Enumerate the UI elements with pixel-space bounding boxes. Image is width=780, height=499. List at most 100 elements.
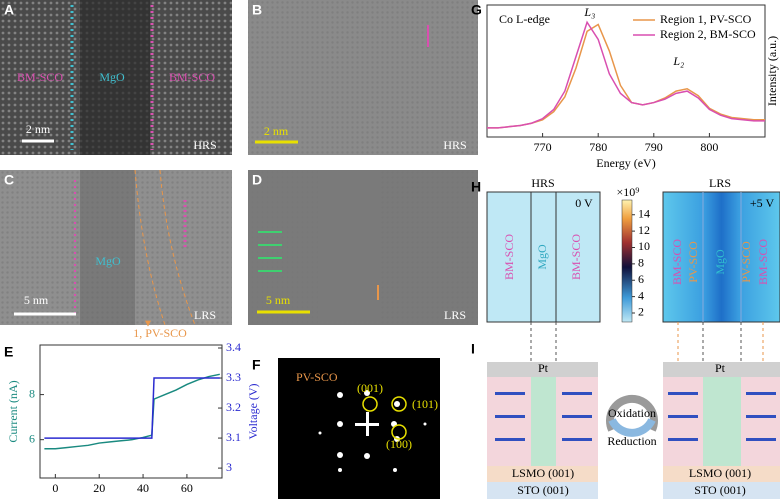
layer-label: STO (001) [694, 483, 745, 497]
tick-label: 12 [638, 223, 650, 237]
legend-label: Region 1, PV-SCO [660, 12, 752, 26]
plot-frame [486, 4, 766, 138]
layer-label: BM-SCO [569, 234, 583, 280]
layer-label: LSMO (001) [689, 466, 751, 480]
mgo-band [80, 0, 150, 155]
series-line [487, 20, 765, 129]
arrow-label: Reduction [607, 434, 656, 448]
panel-letter: B [252, 2, 262, 18]
tick-label: 2 [638, 305, 644, 319]
tick-label: 14 [638, 206, 650, 220]
panel-letter: D [252, 172, 262, 188]
annotation: L₃ [583, 5, 595, 19]
mgo-band [80, 170, 135, 325]
boundary [159, 169, 196, 326]
scale-label: 2 nm [264, 124, 289, 138]
label: 1, PV-SCO [133, 326, 187, 340]
scale-label: 5 nm [266, 293, 291, 307]
panel-b: B 2 nm HRS [248, 0, 478, 155]
x-tick-label: 60 [181, 481, 193, 495]
lsmo [663, 466, 780, 482]
electrode [487, 362, 598, 377]
layer-label: Pt [538, 361, 549, 375]
state-label: LRS [194, 308, 216, 322]
label: BM-SCO [17, 70, 63, 84]
atoms [495, 392, 776, 441]
y-tick-label: 6 [29, 431, 35, 445]
x-tick-label: 20 [93, 481, 105, 495]
cycle-arrow [608, 418, 656, 437]
tick-label: 6 [638, 272, 644, 286]
tick-label: 4 [638, 288, 644, 302]
tick-label: 8 [638, 256, 644, 270]
plot-frame [39, 344, 223, 479]
x-axis-label: Energy (eV) [596, 156, 655, 170]
x-tick-label: 780 [589, 140, 607, 154]
panel-a: A BM-SCO MgO BM-SCO 2 nm HRS [0, 0, 232, 155]
bias: +5 V [750, 196, 775, 210]
layer-label: MgO [713, 249, 727, 275]
highlights [362, 396, 407, 440]
state-label: HRS [443, 138, 466, 152]
arrow-label: Oxidation [608, 406, 656, 420]
label: (100) [386, 437, 412, 451]
sim-box [662, 191, 780, 323]
arrows [258, 231, 282, 272]
y2-tick-label: 3 [226, 460, 232, 474]
panel-letter: H [471, 179, 481, 195]
annotation: L₂ [672, 54, 684, 68]
panel-h: H HRS 0 V BM-SCO MgO BM-SCO ×10⁹ LRS +5 … [471, 176, 780, 323]
panel-letter: E [4, 344, 13, 360]
diffraction [278, 358, 440, 499]
layer-label: STO (001) [517, 483, 568, 497]
x-tick-label: 800 [700, 140, 718, 154]
layer-label: PV-SCO [739, 241, 753, 283]
lsmo [487, 466, 598, 482]
lattice [248, 170, 318, 325]
layer-label: BM-SCO [756, 239, 770, 285]
y2-tick-label: 3.3 [226, 370, 241, 384]
y2-tick-label: 3.4 [226, 340, 241, 354]
electrode [663, 362, 780, 377]
y-axis-label: Current (nA) [6, 380, 20, 442]
box-title: LRS [709, 176, 731, 190]
label: (001) [357, 381, 383, 395]
panel-i: I Pt Pt LSMO (001) STO (001) LSMO (001) … [471, 322, 780, 499]
bias: 0 V [575, 196, 593, 210]
sto [487, 482, 598, 499]
scale-label: 2 nm [26, 122, 51, 136]
lattice [248, 0, 478, 155]
x-tick-label: 770 [534, 140, 552, 154]
legend-label: Region 2, BM-SCO [660, 27, 756, 41]
y2-tick-label: 3.2 [226, 400, 241, 414]
layer-label: BM-SCO [670, 239, 684, 285]
layer-label: PV-SCO [686, 241, 700, 283]
panel-letter: F [252, 357, 261, 373]
x-tick-label: 790 [645, 140, 663, 154]
cycle-arrow [606, 394, 658, 432]
label: BM-SCO [169, 70, 215, 84]
mgo [531, 377, 556, 466]
sim-box [486, 191, 601, 323]
panel-c: C MgO 5 nm LRS 1, PV-SCO [0, 169, 232, 340]
layer-label: Pt [715, 361, 726, 375]
layer-label: BM-SCO [502, 234, 516, 280]
y2-tick-label: 3.1 [226, 430, 241, 444]
chart-title: Co L-edge [499, 12, 550, 26]
tick-label: 10 [638, 239, 650, 253]
panel-d: D 5 nm LRS [248, 170, 478, 325]
x-axis-label: Time (s) [111, 497, 152, 499]
lattice [380, 170, 478, 325]
sto [663, 482, 780, 499]
label: PV-SCO [296, 370, 338, 384]
x-tick-label: 0 [52, 481, 58, 495]
panel-f: F PV-SCO (001) (101) (100) [252, 357, 440, 499]
panel-letter: C [4, 172, 14, 188]
colorbar-label: ×10⁹ [617, 185, 640, 199]
series-line [44, 377, 220, 439]
state-label: LRS [444, 308, 466, 322]
layer-label: LSMO (001) [512, 466, 574, 480]
spots [318, 390, 427, 472]
